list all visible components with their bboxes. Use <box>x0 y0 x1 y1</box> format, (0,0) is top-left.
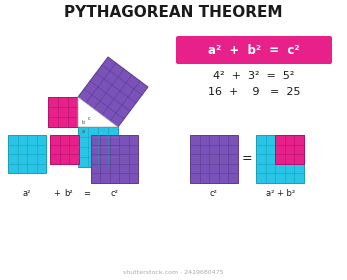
Text: c: c <box>88 116 91 121</box>
Bar <box>276 135 304 164</box>
Polygon shape <box>78 57 148 127</box>
Text: b²: b² <box>64 190 73 199</box>
Text: =: = <box>83 190 90 199</box>
Text: a²  +  b²  =  c²: a² + b² = c² <box>208 43 300 57</box>
Text: a²: a² <box>23 190 31 199</box>
FancyBboxPatch shape <box>176 36 332 64</box>
Text: 16  +    9   =  25: 16 + 9 = 25 <box>208 87 300 97</box>
Polygon shape <box>78 97 118 127</box>
Bar <box>8 135 46 173</box>
Text: b: b <box>82 120 85 125</box>
Text: shutterstock.com · 2419680475: shutterstock.com · 2419680475 <box>123 270 223 275</box>
Text: PYTHAGOREAN THEOREM: PYTHAGOREAN THEOREM <box>64 5 282 20</box>
Text: +: + <box>53 190 60 199</box>
Bar <box>190 135 237 183</box>
Polygon shape <box>48 97 78 127</box>
Polygon shape <box>78 127 118 167</box>
Bar <box>91 135 138 183</box>
Text: c²: c² <box>210 190 218 199</box>
Text: 4²  +  3²  =  5²: 4² + 3² = 5² <box>213 71 295 81</box>
Bar <box>50 135 78 164</box>
Bar <box>256 135 304 183</box>
Text: =: = <box>241 152 252 165</box>
Text: c²: c² <box>110 190 118 199</box>
Text: a: a <box>82 129 85 134</box>
Text: a² + b²: a² + b² <box>266 190 295 199</box>
